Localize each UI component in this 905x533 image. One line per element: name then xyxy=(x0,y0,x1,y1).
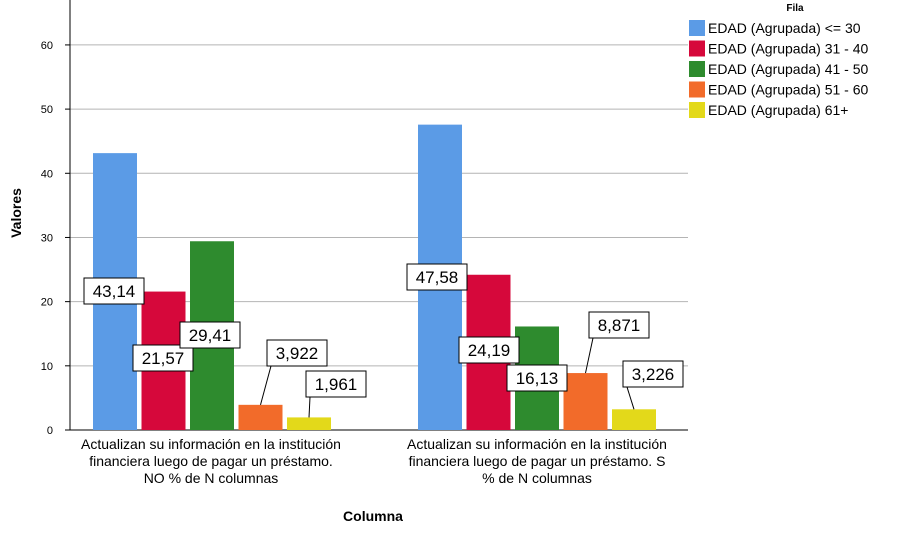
legend-label: EDAD (Agrupada) 41 - 50 xyxy=(708,61,869,77)
data-label: 3,922 xyxy=(276,344,319,363)
legend-swatch xyxy=(689,40,705,57)
y-tick-label: 20 xyxy=(41,297,53,309)
data-label: 8,871 xyxy=(598,316,641,335)
x-category-label: % de N columnas xyxy=(482,470,592,486)
legend-swatch xyxy=(689,20,705,36)
data-label-leader xyxy=(308,396,311,418)
x-category-labels: Actualizan su información en la instituc… xyxy=(81,436,667,486)
y-tick-label: 10 xyxy=(41,361,53,373)
x-category-label: Actualizan su información en la instituc… xyxy=(407,436,667,452)
data-label: 47,58 xyxy=(416,268,459,287)
y-tick-label: 50 xyxy=(41,104,53,116)
x-category-label: financiera luego de pagar un préstamo. S xyxy=(409,453,666,469)
data-label-box xyxy=(406,263,468,291)
bar xyxy=(563,373,608,430)
y-axis-title: Valores xyxy=(8,188,24,238)
data-label-box xyxy=(588,311,650,339)
data-label-box xyxy=(506,364,568,392)
legend-label: EDAD (Agrupada) <= 30 xyxy=(708,20,861,36)
data-label-box xyxy=(83,277,145,305)
bar xyxy=(612,409,656,430)
data-label-box xyxy=(622,360,684,388)
legend: Fila EDAD (Agrupada) <= 30 EDAD (Agrupada)… xyxy=(689,3,869,118)
legend-title: Fila xyxy=(786,3,804,14)
y-tick-label: 60 xyxy=(41,40,53,52)
x-axis-title: Columna xyxy=(343,508,403,524)
legend-swatch xyxy=(689,81,705,98)
data-label: 43,14 xyxy=(93,282,136,301)
data-label: 3,226 xyxy=(632,365,675,384)
x-category-label: Actualizan su información en la instituc… xyxy=(81,436,341,452)
bars xyxy=(93,124,656,431)
legend-label: EDAD (Agrupada) 51 - 60 xyxy=(708,82,869,98)
data-label-box xyxy=(458,336,520,364)
y-tick-label: 0 xyxy=(47,425,53,437)
data-label: 24,19 xyxy=(468,341,511,360)
data-label-leader xyxy=(585,337,594,374)
data-label-box xyxy=(266,339,328,367)
data-label-box xyxy=(132,344,194,372)
bar xyxy=(238,404,283,430)
data-label: 1,961 xyxy=(315,375,358,394)
data-labels: 43,14 47,58 21,57 24,19 29,41 16,13 3,922 8,871… xyxy=(83,263,684,418)
legend-swatch xyxy=(689,61,705,77)
bar xyxy=(287,417,331,430)
data-label-box xyxy=(179,321,241,349)
data-label: 16,13 xyxy=(516,369,559,388)
data-label-leader xyxy=(260,365,272,405)
x-category-label: financiera luego de pagar un préstamo. xyxy=(89,453,333,469)
x-category-label: NO % de N columnas xyxy=(144,470,279,486)
legend-swatch xyxy=(689,102,705,118)
y-tick-label: 30 xyxy=(41,232,53,244)
data-label-box xyxy=(305,370,367,398)
legend-label: EDAD (Agrupada) 31 - 40 xyxy=(708,41,869,57)
data-label: 29,41 xyxy=(189,326,232,345)
data-label: 21,57 xyxy=(142,349,185,368)
y-tick-label: 40 xyxy=(41,168,53,180)
legend-label: EDAD (Agrupada) 61+ xyxy=(708,102,848,118)
data-label-leader xyxy=(626,386,635,410)
